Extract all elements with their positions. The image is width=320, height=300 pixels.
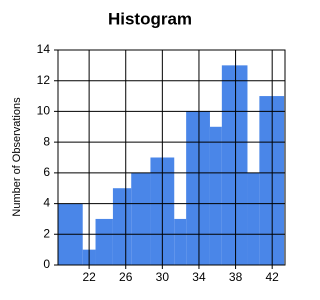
bar (221, 65, 248, 265)
bar (112, 188, 132, 265)
plot-frame (57, 49, 286, 266)
y-tick-label: 12 (37, 73, 51, 87)
bar (209, 126, 222, 266)
bar (174, 218, 187, 265)
y-tick-label: 6 (43, 165, 50, 179)
y-tick-label: 0 (43, 257, 50, 271)
y-tick-label: 10 (37, 104, 51, 118)
x-tick-label: 22 (82, 270, 96, 284)
y-tick-label: 14 (37, 42, 51, 56)
y-tick-label: 4 (43, 196, 50, 210)
y-axis-label: Number of Observations (11, 97, 23, 217)
x-tick-label: 34 (192, 270, 206, 284)
bar (131, 172, 151, 265)
x-tick-label: 26 (119, 270, 133, 284)
bar (95, 218, 113, 265)
y-tick-label: 2 (43, 226, 50, 240)
x-tick-label: 30 (156, 270, 170, 284)
x-tick-label: 38 (229, 270, 243, 284)
bar (247, 172, 260, 265)
chart: Histogram Number of Observations 0 2 4 6 8 10… (11, 9, 286, 284)
bar (186, 111, 210, 265)
chart-title: Histogram (108, 9, 192, 28)
y-tick-label: 8 (43, 134, 50, 148)
x-tick-label: 42 (266, 270, 280, 284)
